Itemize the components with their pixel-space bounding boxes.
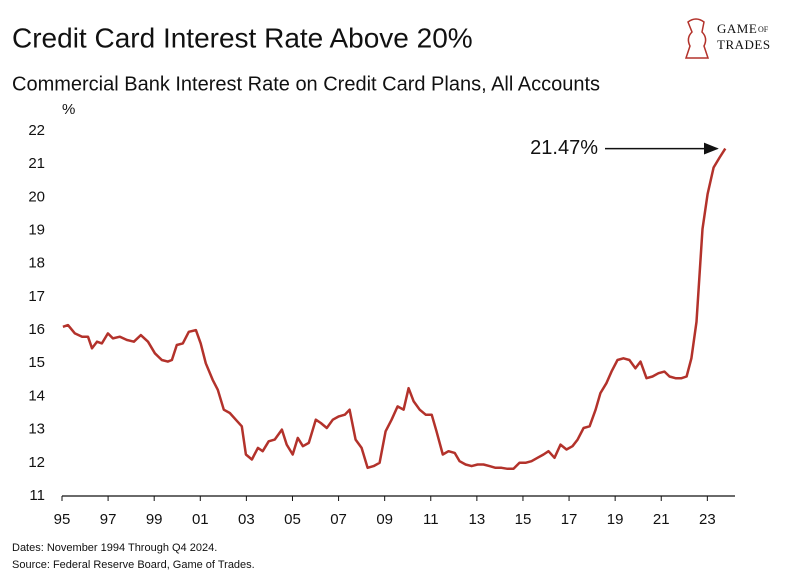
x-tick-label: 15 xyxy=(515,511,532,528)
x-tick-label: 05 xyxy=(284,511,301,528)
line-series xyxy=(62,147,727,471)
x-tick-label: 97 xyxy=(100,511,117,528)
x-tick-label: 01 xyxy=(192,511,209,528)
chart-title: Credit Card Interest Rate Above 20% xyxy=(12,22,473,53)
y-tick-label: 16 xyxy=(28,321,45,338)
logo-text: of xyxy=(758,25,769,34)
x-tick-label: 23 xyxy=(699,511,716,528)
logo: Game of Trades xyxy=(684,18,771,59)
chart-subtitle: Commercial Bank Interest Rate on Credit … xyxy=(12,73,600,95)
x-tick-label: 19 xyxy=(607,511,624,528)
y-tick-label: 17 xyxy=(28,288,45,305)
x-tick-label: 21 xyxy=(653,511,670,528)
y-tick-label: 20 xyxy=(28,188,45,205)
y-tick-label: 19 xyxy=(28,222,45,239)
y-tick-label: 22 xyxy=(28,122,45,139)
y-tick-label: 15 xyxy=(28,354,45,371)
footnote: Source: Federal Reserve Board, Game of T… xyxy=(12,559,255,571)
x-tick-label: 13 xyxy=(469,511,486,528)
y-tick-label: 14 xyxy=(28,387,45,404)
footnote: Dates: November 1994 Through Q4 2024. xyxy=(12,542,217,554)
x-tick-label: 95 xyxy=(54,511,71,528)
y-tick-label: 18 xyxy=(28,255,45,272)
x-tick-label: 09 xyxy=(376,511,393,528)
logo-text: Game xyxy=(717,21,757,36)
y-tick-label: 13 xyxy=(28,421,45,438)
y-tick-label: 11 xyxy=(29,487,45,504)
annotation: 21.47% xyxy=(530,137,598,159)
logo-icon xyxy=(684,18,710,59)
y-tick-label: 21 xyxy=(28,155,45,172)
x-tick-label: 17 xyxy=(561,511,578,528)
y-axis-label: % xyxy=(62,101,75,118)
x-tick-label: 07 xyxy=(330,511,347,528)
x-tick-label: 03 xyxy=(238,511,255,528)
y-tick-label: 12 xyxy=(28,454,45,471)
x-tick-label: 99 xyxy=(146,511,163,528)
logo-text: Trades xyxy=(717,37,771,52)
x-tick-label: 11 xyxy=(423,511,439,528)
